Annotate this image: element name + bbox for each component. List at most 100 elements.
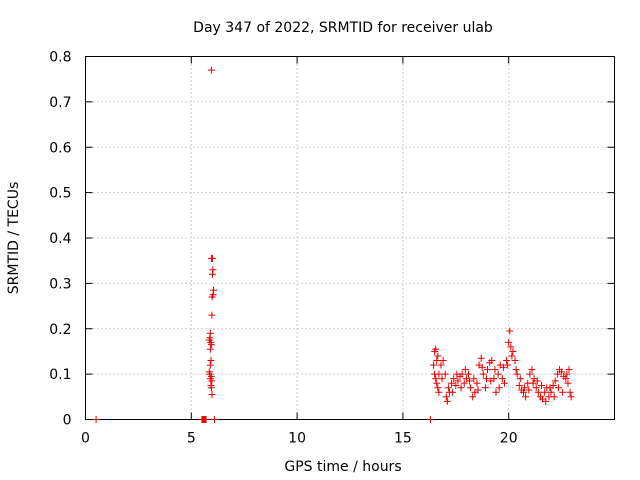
data-point <box>563 370 571 378</box>
data-point <box>492 388 500 396</box>
data-point <box>438 375 446 383</box>
data-point <box>495 384 503 392</box>
data-point <box>547 388 555 396</box>
data-point <box>507 343 515 351</box>
data-point <box>564 379 572 387</box>
data-point <box>457 384 465 392</box>
data-point <box>525 386 533 394</box>
data-point <box>487 377 495 385</box>
data-point <box>491 366 499 374</box>
data-point <box>448 379 456 387</box>
data-point <box>426 416 434 423</box>
data-point <box>532 384 540 392</box>
data-point <box>513 370 521 378</box>
data-point <box>551 377 559 385</box>
data-point <box>430 361 438 369</box>
data-point <box>207 384 215 392</box>
data-point <box>473 379 481 387</box>
x-tick-label: 5 <box>187 431 196 447</box>
y-tick-label: 0.4 <box>49 231 71 247</box>
data-point <box>206 361 214 369</box>
data-point <box>562 375 570 383</box>
data-point <box>499 363 507 371</box>
x-tick-label: 20 <box>500 431 518 447</box>
x-axis-title: GPS time / hours <box>284 459 401 475</box>
data-point <box>211 416 219 423</box>
data-point <box>511 357 519 365</box>
data-point <box>521 384 529 392</box>
data-point <box>466 377 474 385</box>
data-point <box>442 393 450 401</box>
x-tick-label: 0 <box>81 431 90 447</box>
data-point <box>461 366 469 374</box>
data-point <box>449 388 457 396</box>
y-tick-label: 0.7 <box>49 95 71 111</box>
data-point <box>494 370 502 378</box>
data-point <box>553 370 561 378</box>
data-point <box>477 354 485 362</box>
x-tick-label: 15 <box>394 431 412 447</box>
data-point <box>432 375 440 383</box>
data-point <box>469 393 477 401</box>
plot-frame <box>85 56 615 420</box>
data-point <box>470 375 478 383</box>
data-point <box>439 357 447 365</box>
data-point <box>206 345 214 353</box>
data-point <box>478 363 486 371</box>
data-point <box>484 366 492 374</box>
data-point <box>505 338 513 346</box>
data-point <box>508 352 516 360</box>
chart-title: Day 347 of 2022, SRMTID for receiver ula… <box>193 20 493 36</box>
data-point <box>522 393 530 401</box>
data-point <box>488 357 496 365</box>
data-point <box>498 375 506 383</box>
data-point <box>433 379 441 387</box>
data-point <box>464 370 472 378</box>
data-point <box>565 366 573 374</box>
data-point <box>207 66 215 74</box>
data-point <box>566 388 574 396</box>
data-point <box>559 388 567 396</box>
data-point <box>512 366 520 374</box>
data-point <box>542 397 550 405</box>
data-points <box>92 66 575 423</box>
y-tick-label: 0.6 <box>49 140 71 156</box>
data-point <box>437 361 445 369</box>
data-point <box>435 388 443 396</box>
data-point <box>434 384 442 392</box>
data-point <box>503 357 511 365</box>
data-point <box>482 375 490 383</box>
data-point <box>529 379 537 387</box>
data-point <box>479 370 487 378</box>
data-point <box>454 377 462 385</box>
data-point <box>208 311 216 319</box>
data-point <box>453 370 461 378</box>
data-point <box>537 381 545 389</box>
data-point <box>526 370 534 378</box>
data-point <box>516 375 524 383</box>
data-point <box>533 377 541 385</box>
data-point <box>554 384 562 392</box>
data-point <box>460 379 468 387</box>
data-point <box>202 416 210 423</box>
data-point <box>432 345 440 353</box>
data-point <box>546 384 554 392</box>
y-tick-label: 0.3 <box>49 276 71 292</box>
data-point <box>443 397 451 405</box>
y-tick-label: 0.2 <box>49 322 71 338</box>
data-point <box>541 388 549 396</box>
y-tick-label: 0.1 <box>49 367 71 383</box>
data-point <box>209 291 217 299</box>
data-point <box>515 381 523 389</box>
x-tick-label: 10 <box>288 431 306 447</box>
data-point <box>444 384 452 392</box>
data-point <box>534 388 542 396</box>
data-point <box>500 379 508 387</box>
axis-ticks <box>85 56 615 420</box>
data-point <box>209 266 217 274</box>
data-point <box>474 386 482 394</box>
data-point <box>208 254 216 262</box>
data-point <box>520 388 528 396</box>
grid-lines <box>85 56 615 420</box>
